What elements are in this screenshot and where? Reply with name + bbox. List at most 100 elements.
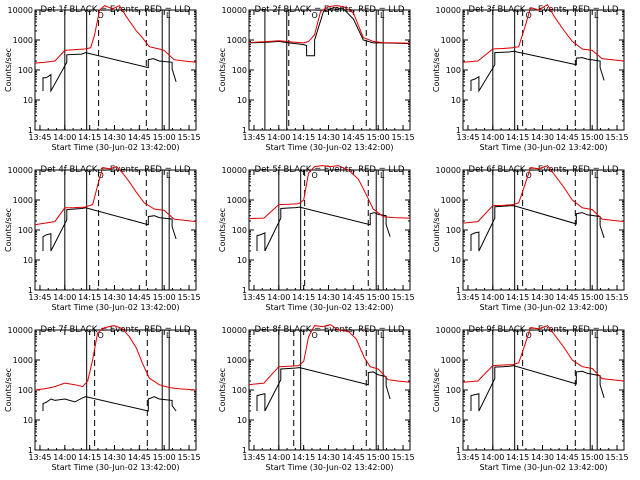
y-tick-label: 1000 bbox=[441, 196, 461, 205]
plot-frame bbox=[248, 169, 411, 291]
x-tick-label: 14:00 bbox=[53, 293, 76, 302]
x-tick-label: 13:45 bbox=[242, 453, 265, 462]
y-tick-label: 10 bbox=[451, 96, 461, 105]
y-tick-label: 10000 bbox=[222, 6, 247, 15]
annotation-label: L bbox=[380, 171, 385, 180]
y-axis-label: Counts/sec bbox=[432, 368, 441, 412]
x-tick-label: 14:30 bbox=[317, 453, 340, 462]
series-line-lld bbox=[34, 4, 197, 64]
y-tick-label: 1 bbox=[242, 446, 247, 455]
y-tick-label: 100 bbox=[446, 386, 461, 395]
annotation-label: O bbox=[97, 11, 103, 20]
x-tick-label: 13:45 bbox=[242, 293, 265, 302]
x-tick-label: 14:45 bbox=[342, 453, 365, 462]
panel-det-7: 1 10 100 1000 10000 13:45 14:00 14:15 14:30 14:45… bbox=[4, 325, 201, 472]
series-line-events bbox=[42, 396, 177, 412]
panel-det-5: 1 10 100 1000 10000 13:45 14:00 14:15 14:30 14:45… bbox=[218, 165, 415, 312]
y-tick-label: 1 bbox=[456, 126, 461, 135]
y-axis-label: Counts/sec bbox=[4, 48, 13, 92]
y-tick-label: 10000 bbox=[436, 166, 461, 175]
panel-title: Det 9f BLACK = Events, RED = LLD bbox=[469, 325, 619, 335]
x-tick-label: 14:45 bbox=[556, 293, 579, 302]
annotation-label: L bbox=[594, 11, 599, 20]
y-tick-label: 10 bbox=[451, 256, 461, 265]
x-tick-label: 14:15 bbox=[292, 453, 315, 462]
panel-title: Det 6f BLACK = Events, RED = LLD bbox=[469, 165, 619, 175]
y-tick-label: 10 bbox=[451, 416, 461, 425]
y-axis-label: Counts/sec bbox=[432, 208, 441, 252]
y-tick-label: 10000 bbox=[436, 326, 461, 335]
x-tick-label: 15:00 bbox=[581, 133, 604, 142]
y-tick-label: 100 bbox=[232, 386, 247, 395]
x-axis-label: Start Time (30-Jun-02 13:42:00) bbox=[266, 463, 394, 472]
x-tick-label: 14:00 bbox=[481, 133, 504, 142]
x-axis-label: Start Time (30-Jun-02 13:42:00) bbox=[52, 143, 180, 152]
y-tick-label: 1000 bbox=[227, 356, 247, 365]
x-tick-label: 14:00 bbox=[53, 453, 76, 462]
panel-title: Det 7f BLACK = Events, RED = LLD bbox=[41, 325, 191, 335]
series-line-events bbox=[256, 367, 391, 412]
x-tick-label: 14:15 bbox=[292, 293, 315, 302]
x-tick-label: 15:00 bbox=[367, 293, 390, 302]
panel-det-2: 1 10 100 1000 10000 13:45 14:00 14:15 14:30 14:45… bbox=[218, 5, 415, 152]
x-tick-label: 13:45 bbox=[28, 453, 51, 462]
panel-title: Det 2f BLACK = Events, RED = LLD bbox=[255, 5, 405, 15]
x-tick-label: 15:00 bbox=[153, 293, 176, 302]
y-tick-label: 1000 bbox=[227, 36, 247, 45]
x-tick-label: 15:00 bbox=[367, 133, 390, 142]
annotation-label: L bbox=[166, 331, 171, 340]
x-tick-label: 15:15 bbox=[392, 133, 415, 142]
panel-title: Det 1f BLACK = Events, RED = LLD bbox=[41, 5, 191, 15]
series-line-lld bbox=[34, 166, 197, 226]
y-tick-label: 1000 bbox=[13, 36, 33, 45]
x-tick-label: 14:00 bbox=[481, 453, 504, 462]
panel-title: Det 3f BLACK = Events, RED = LLD bbox=[469, 5, 619, 15]
x-tick-label: 15:15 bbox=[178, 293, 201, 302]
y-tick-label: 10000 bbox=[222, 166, 247, 175]
y-tick-label: 1000 bbox=[441, 36, 461, 45]
x-tick-label: 15:15 bbox=[606, 133, 629, 142]
y-tick-label: 1 bbox=[28, 286, 33, 295]
x-axis-label: Start Time (30-Jun-02 13:42:00) bbox=[266, 143, 394, 152]
x-tick-label: 14:15 bbox=[292, 133, 315, 142]
y-tick-label: 100 bbox=[18, 226, 33, 235]
plot-frame bbox=[34, 9, 197, 131]
y-tick-label: 10 bbox=[23, 256, 33, 265]
series-line-events bbox=[248, 7, 411, 57]
y-tick-label: 100 bbox=[18, 66, 33, 75]
x-tick-label: 14:00 bbox=[267, 133, 290, 142]
y-axis-label: Counts/sec bbox=[218, 48, 227, 92]
x-axis-label: Start Time (30-Jun-02 13:42:00) bbox=[52, 303, 180, 312]
series-line-lld bbox=[34, 325, 197, 391]
y-tick-label: 10000 bbox=[8, 326, 33, 335]
y-tick-label: 10 bbox=[23, 96, 33, 105]
panel-det-8: 1 10 100 1000 10000 13:45 14:00 14:15 14:30 14:45… bbox=[218, 324, 415, 472]
y-axis-label: Counts/sec bbox=[4, 368, 13, 412]
series-line-lld bbox=[248, 324, 411, 386]
x-tick-label: 14:15 bbox=[78, 453, 101, 462]
annotation-label: O bbox=[97, 331, 103, 340]
x-tick-label: 15:15 bbox=[178, 133, 201, 142]
y-tick-label: 100 bbox=[232, 66, 247, 75]
plot-frame bbox=[248, 9, 411, 131]
x-axis-label: Start Time (30-Jun-02 13:42:00) bbox=[480, 143, 608, 152]
x-tick-label: 14:45 bbox=[128, 133, 151, 142]
y-tick-label: 1000 bbox=[441, 356, 461, 365]
annotation-label: O bbox=[311, 171, 317, 180]
x-tick-label: 14:45 bbox=[128, 453, 151, 462]
y-tick-label: 10 bbox=[23, 416, 33, 425]
y-tick-label: 10 bbox=[237, 256, 247, 265]
x-tick-label: 14:30 bbox=[531, 293, 554, 302]
x-tick-label: 15:15 bbox=[606, 293, 629, 302]
panel-title: Det 5f BLACK = Events, RED = LLD bbox=[255, 165, 405, 175]
series-line-events bbox=[470, 205, 605, 252]
x-tick-label: 14:15 bbox=[506, 453, 529, 462]
x-tick-label: 14:00 bbox=[267, 453, 290, 462]
x-tick-label: 14:00 bbox=[481, 293, 504, 302]
x-tick-label: 15:15 bbox=[392, 453, 415, 462]
annotation-label: L bbox=[594, 331, 599, 340]
plot-frame bbox=[248, 329, 411, 451]
x-tick-label: 13:45 bbox=[456, 293, 479, 302]
y-axis-label: Counts/sec bbox=[4, 208, 13, 252]
x-tick-label: 14:30 bbox=[531, 453, 554, 462]
